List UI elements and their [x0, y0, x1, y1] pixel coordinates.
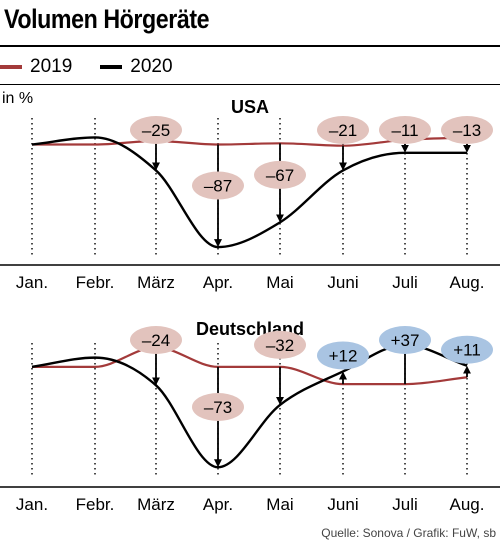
tick-label: März: [137, 273, 175, 292]
change-label: –11: [391, 121, 418, 140]
source-note: Quelle: Sonova / Grafik: FuW, sb: [321, 526, 496, 540]
change-bubble: [130, 116, 182, 144]
change-bubble: [130, 326, 182, 354]
series-line-2020: [31, 136, 467, 249]
change-bubble: [254, 330, 306, 359]
tick-label: Febr.: [76, 495, 115, 514]
change-bubble: [254, 160, 306, 189]
legend: 2019 2020: [0, 56, 201, 78]
tick-label: Apr.: [203, 495, 233, 514]
change-label: –73: [204, 398, 232, 417]
change-label: +12: [329, 346, 358, 365]
tick-label: Mai: [266, 495, 293, 514]
change-bubble: [192, 393, 244, 421]
change-label: –67: [266, 166, 294, 185]
legend-swatch-2020: [100, 65, 123, 69]
change-label: –25: [142, 121, 170, 140]
tick-label: Apr.: [203, 273, 233, 292]
tick-label: Febr.: [76, 273, 115, 292]
series-line-2019: [32, 346, 468, 386]
change-bubble: [441, 335, 493, 364]
change-bubble: [379, 326, 431, 354]
tick-label: Jan.: [16, 495, 48, 514]
tick-label: Juni: [327, 495, 358, 514]
unit-label: in %: [2, 90, 34, 107]
tick-label: März: [137, 495, 175, 514]
title-divider: [0, 45, 500, 47]
tick-label: Mai: [266, 273, 293, 292]
change-bubble: [317, 341, 369, 370]
tick-label: Juli: [392, 495, 418, 514]
change-bubble: [441, 116, 493, 144]
tick-label: Aug.: [450, 495, 485, 514]
panel-title: USA: [231, 97, 269, 117]
change-label: –24: [142, 331, 170, 350]
change-label: –13: [453, 121, 481, 140]
chart-title: Volumen Hörgeräte: [4, 4, 210, 34]
panel-usa: USA Jan. Febr. März Apr. Mai Juni Juli Aug. –25 –8…: [0, 97, 500, 292]
change-bubble: [192, 171, 244, 200]
legend-label-2020: 2020: [130, 56, 173, 77]
change-label: +11: [453, 341, 481, 360]
legend-swatch-2019: [0, 65, 22, 69]
tick-label: Juli: [392, 273, 418, 292]
legend-divider: [0, 84, 500, 85]
tick-label: Aug.: [450, 273, 485, 292]
tick-label: Juni: [327, 273, 358, 292]
legend-item-2020: 2020: [100, 56, 173, 78]
legend-label-2019: 2019: [30, 56, 73, 77]
change-bubble: [379, 116, 431, 144]
series-line-2020: [31, 343, 468, 469]
change-label: –21: [329, 121, 357, 140]
change-label: –32: [266, 336, 294, 355]
change-label: +37: [391, 331, 420, 350]
change-bubble: [317, 116, 369, 144]
change-label: –87: [204, 177, 232, 196]
tick-label: Jan.: [16, 273, 48, 292]
legend-item-2019: 2019: [0, 56, 72, 78]
